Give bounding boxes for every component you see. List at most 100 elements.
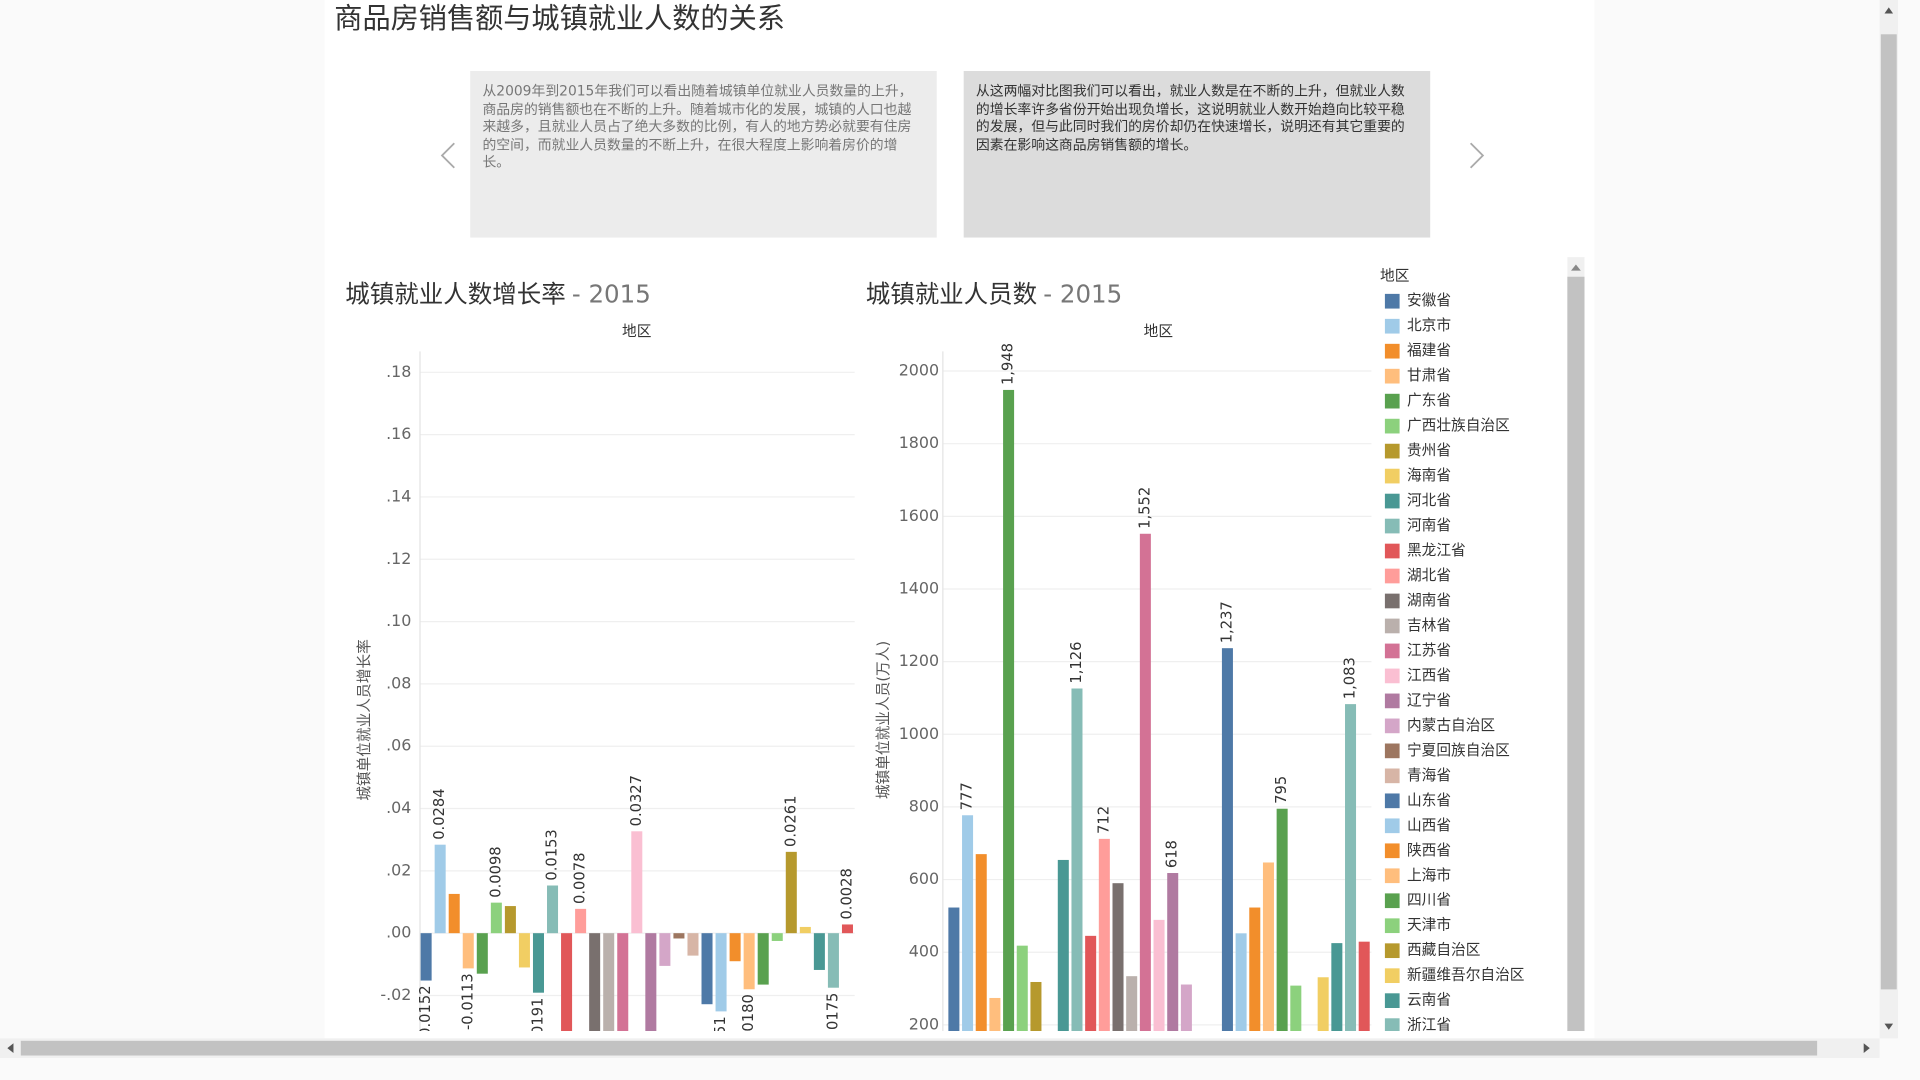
- y-tick-label: .00: [386, 923, 411, 942]
- y-axis-label: 城镇单位就业人员增长率: [356, 639, 373, 801]
- legend-swatch: [1384, 618, 1400, 634]
- legend-label: 湖北省: [1407, 567, 1451, 584]
- legend-label: 江西省: [1407, 667, 1451, 684]
- bar: [771, 933, 783, 941]
- h-scroll-left[interactable]: [7, 1043, 14, 1054]
- legend-scroll-up[interactable]: [1571, 264, 1581, 271]
- legend-label: 贵州省: [1407, 442, 1451, 459]
- carousel-panel[interactable]: 从2009年到2015年我们可以看出随着城镇单位就业人员数量的上升，商品房的销售…: [470, 71, 937, 238]
- y-tick-label: .10: [386, 611, 411, 630]
- bar: [1139, 533, 1151, 1032]
- legend-swatch: [1384, 793, 1400, 809]
- legend-label: 黑龙江省: [1407, 542, 1466, 559]
- v-scroll-up[interactable]: [1884, 7, 1894, 14]
- legend-label: 湖南省: [1407, 592, 1451, 609]
- h-scroll-thumb[interactable]: [20, 1040, 1818, 1056]
- legend-swatch: [1384, 343, 1400, 359]
- y-tick-label: 800: [909, 796, 939, 815]
- data-label: 0.0261: [782, 796, 799, 847]
- chart-title: 城镇就业人数增长率 - 2015: [345, 274, 650, 310]
- legend-label: 天津市: [1407, 917, 1451, 934]
- bar: [448, 893, 460, 934]
- bar: [729, 933, 741, 962]
- data-label: 0.0098: [487, 846, 504, 897]
- y-tick-label: -.02: [380, 985, 411, 1004]
- legend-label: 广东省: [1407, 392, 1451, 409]
- bar: [462, 933, 474, 969]
- h-scroll-right[interactable]: [1863, 1043, 1870, 1054]
- bar: [490, 902, 502, 934]
- bar: [1262, 862, 1274, 1032]
- carousel-panel[interactable]: 从这两幅对比图我们可以看出，就业人数是在不断的上升，但就业人数的增长率许多省份开…: [963, 71, 1431, 238]
- data-label: 1,083: [1342, 657, 1359, 699]
- y-tick-label: .06: [386, 736, 411, 755]
- legend-label: 海南省: [1407, 467, 1451, 484]
- bar: [518, 933, 530, 968]
- v-scroll-down[interactable]: [1884, 1023, 1894, 1030]
- bar: [687, 933, 699, 956]
- bar: [434, 844, 446, 934]
- data-label: 712: [1095, 806, 1112, 834]
- y-tick-label: .18: [386, 362, 411, 381]
- y-tick-label: 1400: [899, 578, 939, 597]
- bar: [1098, 838, 1110, 1032]
- legend-swatch: [1384, 718, 1400, 734]
- bar: [841, 924, 853, 934]
- data-label: -0.0175: [824, 993, 841, 1050]
- carousel-prev[interactable]: [440, 142, 455, 169]
- plot: 777 1,948 1,126 712 1,552 618 1,237 795 1,083: [948, 343, 1370, 1032]
- title-text: 城镇就业人员数: [865, 279, 1038, 309]
- bar: [673, 933, 685, 939]
- legend-swatch: [1384, 693, 1400, 709]
- bar: [1030, 981, 1042, 1032]
- y-axis-label: 城镇单位就业人员(万人): [875, 641, 892, 799]
- legend-label: 安徽省: [1407, 292, 1451, 309]
- y-tick-label: 400: [909, 942, 939, 961]
- y-tick-label: 1000: [899, 724, 939, 743]
- bar: [785, 851, 797, 934]
- legend-swatch: [1384, 843, 1400, 859]
- data-label: -0.0113: [459, 973, 476, 1030]
- bar: [561, 933, 573, 1032]
- bar: [589, 933, 601, 1032]
- y-tick-label: 1600: [899, 506, 939, 525]
- x-axis-label: 地区: [622, 323, 651, 340]
- bar: [1153, 919, 1165, 1032]
- legend-label: 陕西省: [1407, 842, 1451, 859]
- legend-scroll-thumb[interactable]: [1567, 276, 1585, 1032]
- bar: [1290, 985, 1302, 1032]
- bar: [1221, 648, 1233, 1032]
- legend-label: 河北省: [1407, 492, 1451, 509]
- bar: [617, 933, 629, 1032]
- carousel-next[interactable]: [1469, 142, 1485, 169]
- data-label: -0.0251: [712, 1016, 729, 1073]
- data-label: 0.0327: [628, 775, 645, 826]
- title-text: 城镇就业人数增长率: [345, 279, 566, 309]
- legend-label: 辽宁省: [1407, 692, 1451, 709]
- data-label: -0.0191: [529, 998, 546, 1055]
- data-label: 0.0284: [431, 788, 448, 839]
- legend-swatch: [1384, 593, 1400, 609]
- y-tick-label: 200: [909, 1014, 939, 1033]
- data-label: 1,552: [1136, 487, 1153, 529]
- legend-swatch: [1384, 818, 1400, 834]
- bar: [1085, 935, 1097, 1032]
- bar: [1345, 704, 1357, 1032]
- bar: [1126, 976, 1138, 1032]
- legend: 安徽省北京市福建省甘肃省广东省广西壮族自治区贵州省海南省河北省河南省黑龙江省湖北…: [1384, 292, 1524, 1032]
- data-label: 1,948: [1000, 343, 1017, 385]
- bar: [701, 933, 713, 1005]
- bar: [1112, 883, 1124, 1032]
- data-label: -0.0152: [417, 985, 434, 1042]
- bar: [757, 933, 769, 985]
- bar: [962, 815, 974, 1032]
- legend-swatch: [1384, 968, 1400, 984]
- data-label: 0.0028: [838, 868, 855, 919]
- legend-label: 四川省: [1407, 892, 1451, 909]
- bar: [715, 933, 727, 1012]
- v-scroll-thumb[interactable]: [1880, 34, 1897, 990]
- legend-label: 山东省: [1407, 792, 1451, 809]
- y-tick-label: .12: [386, 549, 411, 568]
